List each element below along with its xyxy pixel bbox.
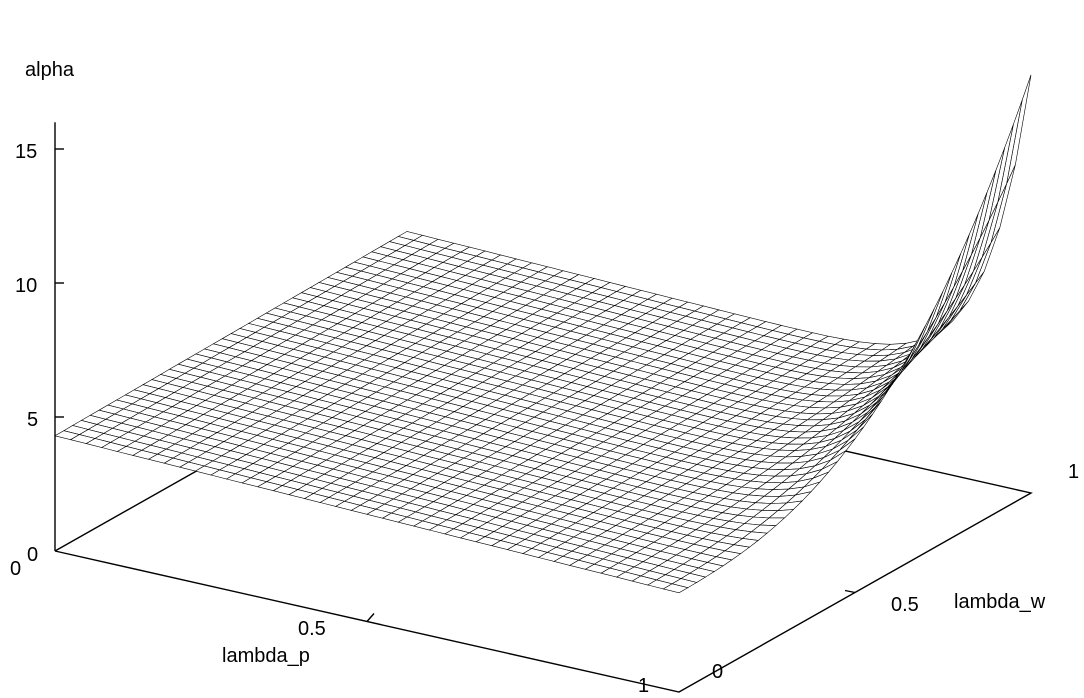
x-tick-0.5 [366, 613, 375, 622]
surface-cell [1006, 74, 1032, 184]
y-tick-label-1: 1 [1068, 461, 1079, 483]
z-tick-label-5: 5 [27, 409, 38, 431]
y-axis-label: lambda_w [954, 591, 1046, 613]
z-tick-label-10: 10 [15, 275, 37, 297]
axis-ticks [55, 148, 856, 622]
surface-cell [662, 583, 689, 594]
x-tick-label-1: 1 [638, 675, 649, 697]
x-axis-label: lambda_p [222, 645, 310, 667]
surface-mesh [54, 74, 1032, 594]
z-tick-label-15: 15 [15, 141, 37, 163]
x-tick-label-0: 0 [10, 558, 21, 580]
y-tick-label-0.5: 0.5 [891, 594, 919, 616]
z-tick-label-0: 0 [27, 544, 38, 566]
y-tick-label-0: 0 [712, 661, 723, 683]
z-axis-label: alpha [25, 59, 75, 81]
x-tick-label-0.5: 0.5 [298, 618, 326, 640]
y-tick-0.5 [844, 589, 856, 594]
